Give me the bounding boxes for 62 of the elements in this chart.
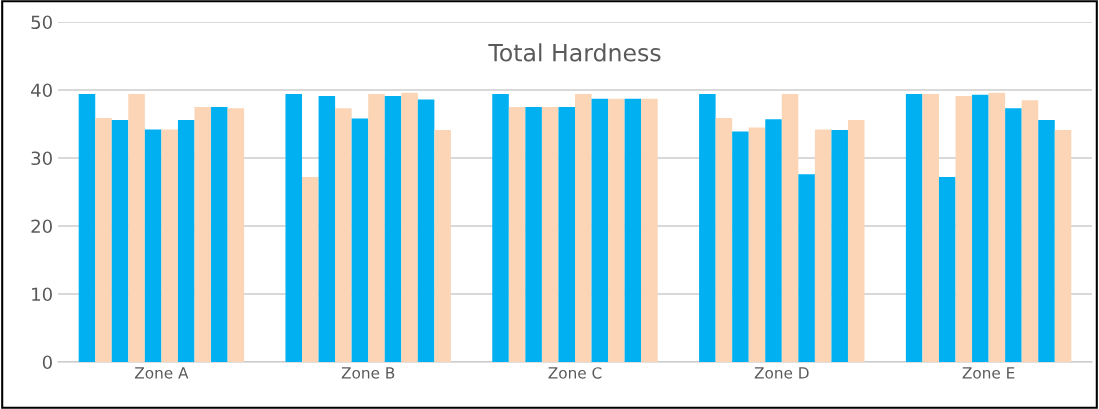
y-tick-label: 10	[32, 287, 52, 302]
bar	[508, 107, 526, 362]
bar	[608, 98, 625, 362]
bar	[368, 94, 385, 362]
bar	[1005, 108, 1022, 362]
text: Total Hardness	[488, 43, 661, 62]
bar	[417, 99, 435, 362]
x-tick-label: Zone A	[134, 367, 189, 379]
bar	[525, 107, 542, 362]
bar	[905, 94, 923, 362]
bar	[194, 107, 212, 362]
bar	[765, 119, 782, 362]
bar	[798, 174, 815, 362]
bar	[144, 129, 162, 362]
y-tick-label: 50	[31, 15, 52, 30]
bar	[177, 119, 195, 362]
bar	[78, 94, 96, 362]
bar	[1054, 130, 1072, 362]
bar	[335, 108, 352, 362]
x-tick-label: Zone B	[341, 367, 395, 379]
bar	[591, 98, 609, 362]
bar	[831, 130, 848, 362]
bar	[847, 119, 865, 362]
bar	[781, 94, 799, 362]
bar	[732, 131, 749, 362]
bar	[161, 129, 178, 362]
bar	[1038, 119, 1055, 362]
x-tick-label: Zone E	[962, 367, 1015, 379]
x-tick-label: Zone C	[548, 367, 602, 379]
bar	[641, 98, 658, 362]
bar	[955, 96, 973, 362]
bar	[95, 117, 112, 362]
bar	[541, 107, 559, 362]
y-tick-label: 30	[31, 151, 52, 166]
y-tick-label: 40	[31, 83, 52, 98]
bar	[211, 107, 228, 362]
bar	[302, 177, 319, 362]
bar	[351, 118, 369, 362]
bar	[492, 94, 509, 362]
bar	[285, 94, 303, 362]
bar	[938, 177, 956, 362]
bar	[624, 98, 642, 362]
bar	[227, 108, 245, 362]
bar	[922, 94, 939, 362]
bar	[318, 96, 336, 362]
bar	[111, 119, 129, 362]
bar	[401, 92, 418, 362]
x-tick-label: Zone D	[754, 367, 809, 379]
bar	[748, 127, 766, 362]
bar	[972, 94, 989, 362]
bar	[384, 96, 402, 362]
bar	[128, 94, 145, 362]
bar	[814, 129, 832, 362]
bar	[1021, 100, 1039, 362]
bar	[988, 92, 1006, 362]
bar	[699, 94, 716, 362]
bar	[558, 107, 575, 362]
y-tick-label: 20	[31, 219, 52, 234]
bar	[715, 117, 733, 362]
bar	[434, 130, 451, 362]
bar	[575, 94, 592, 362]
y-tick-label: 0	[42, 355, 52, 370]
